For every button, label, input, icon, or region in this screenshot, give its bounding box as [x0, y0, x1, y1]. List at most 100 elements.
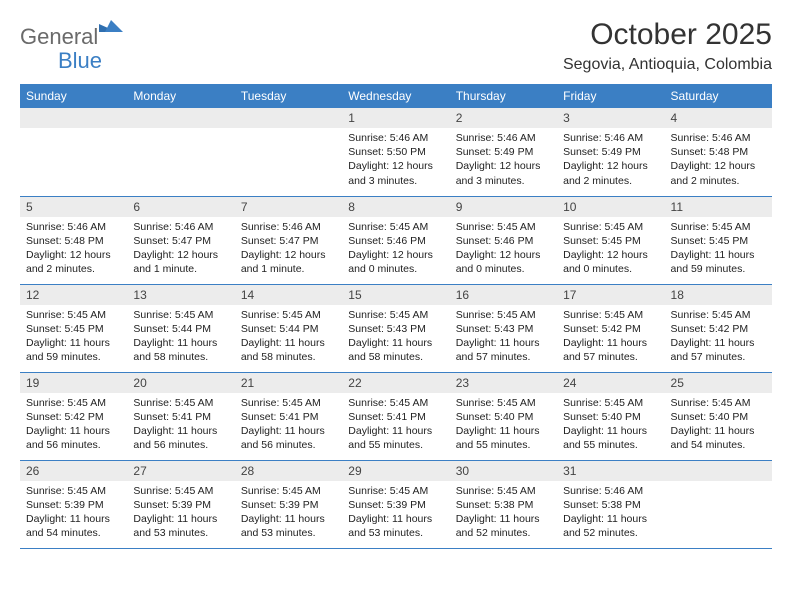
- calendar-body: 1Sunrise: 5:46 AMSunset: 5:50 PMDaylight…: [20, 108, 772, 548]
- day-number: 11: [665, 197, 772, 217]
- daylight-line: Daylight: 11 hours and 53 minutes.: [133, 512, 228, 540]
- daylight-line: Daylight: 11 hours and 55 minutes.: [456, 424, 551, 452]
- day-body: [665, 481, 772, 539]
- title-block: October 2025 Segovia, Antioquia, Colombi…: [563, 18, 772, 74]
- sunset-line: Sunset: 5:48 PM: [26, 234, 121, 248]
- day-body: Sunrise: 5:45 AMSunset: 5:41 PMDaylight:…: [342, 393, 449, 457]
- sunset-line: Sunset: 5:47 PM: [133, 234, 228, 248]
- day-number: 9: [450, 197, 557, 217]
- weekday-header: Monday: [127, 84, 234, 108]
- location-line: Segovia, Antioquia, Colombia: [563, 56, 772, 74]
- day-number: [20, 108, 127, 128]
- calendar-day-cell: 9Sunrise: 5:45 AMSunset: 5:46 PMDaylight…: [450, 196, 557, 284]
- calendar-day-cell: [665, 460, 772, 548]
- day-body: Sunrise: 5:45 AMSunset: 5:46 PMDaylight:…: [450, 217, 557, 281]
- sunset-line: Sunset: 5:50 PM: [348, 145, 443, 159]
- day-number: 22: [342, 373, 449, 393]
- sunrise-line: Sunrise: 5:45 AM: [456, 308, 551, 322]
- daylight-line: Daylight: 11 hours and 56 minutes.: [133, 424, 228, 452]
- sunrise-line: Sunrise: 5:46 AM: [348, 131, 443, 145]
- daylight-line: Daylight: 12 hours and 2 minutes.: [671, 159, 766, 187]
- day-number: [665, 461, 772, 481]
- sunset-line: Sunset: 5:40 PM: [456, 410, 551, 424]
- day-body: Sunrise: 5:45 AMSunset: 5:40 PMDaylight:…: [557, 393, 664, 457]
- day-number: 12: [20, 285, 127, 305]
- calendar-day-cell: [127, 108, 234, 196]
- calendar-day-cell: 29Sunrise: 5:45 AMSunset: 5:39 PMDayligh…: [342, 460, 449, 548]
- day-body: Sunrise: 5:45 AMSunset: 5:39 PMDaylight:…: [342, 481, 449, 545]
- sunset-line: Sunset: 5:42 PM: [563, 322, 658, 336]
- day-body: [20, 128, 127, 186]
- calendar-day-cell: 18Sunrise: 5:45 AMSunset: 5:42 PMDayligh…: [665, 284, 772, 372]
- sunrise-line: Sunrise: 5:45 AM: [563, 220, 658, 234]
- day-number: 3: [557, 108, 664, 128]
- sunset-line: Sunset: 5:40 PM: [671, 410, 766, 424]
- calendar-week-row: 19Sunrise: 5:45 AMSunset: 5:42 PMDayligh…: [20, 372, 772, 460]
- sunrise-line: Sunrise: 5:45 AM: [456, 396, 551, 410]
- day-body: Sunrise: 5:45 AMSunset: 5:39 PMDaylight:…: [235, 481, 342, 545]
- calendar-day-cell: [20, 108, 127, 196]
- sunrise-line: Sunrise: 5:45 AM: [26, 396, 121, 410]
- day-body: Sunrise: 5:45 AMSunset: 5:45 PMDaylight:…: [665, 217, 772, 281]
- daylight-line: Daylight: 12 hours and 3 minutes.: [456, 159, 551, 187]
- sunset-line: Sunset: 5:41 PM: [348, 410, 443, 424]
- day-number: 15: [342, 285, 449, 305]
- day-number: 18: [665, 285, 772, 305]
- sunset-line: Sunset: 5:44 PM: [133, 322, 228, 336]
- calendar-week-row: 1Sunrise: 5:46 AMSunset: 5:50 PMDaylight…: [20, 108, 772, 196]
- sunset-line: Sunset: 5:40 PM: [563, 410, 658, 424]
- calendar-page: GeneralBlue October 2025 Segovia, Antioq…: [0, 0, 792, 559]
- calendar-day-cell: 12Sunrise: 5:45 AMSunset: 5:45 PMDayligh…: [20, 284, 127, 372]
- day-number: 6: [127, 197, 234, 217]
- weekday-header: Saturday: [665, 84, 772, 108]
- day-body: Sunrise: 5:45 AMSunset: 5:45 PMDaylight:…: [20, 305, 127, 369]
- calendar-week-row: 12Sunrise: 5:45 AMSunset: 5:45 PMDayligh…: [20, 284, 772, 372]
- calendar-day-cell: 2Sunrise: 5:46 AMSunset: 5:49 PMDaylight…: [450, 108, 557, 196]
- day-body: Sunrise: 5:45 AMSunset: 5:40 PMDaylight:…: [450, 393, 557, 457]
- weekday-header: Sunday: [20, 84, 127, 108]
- sunset-line: Sunset: 5:45 PM: [26, 322, 121, 336]
- calendar-day-cell: 10Sunrise: 5:45 AMSunset: 5:45 PMDayligh…: [557, 196, 664, 284]
- day-body: Sunrise: 5:45 AMSunset: 5:41 PMDaylight:…: [127, 393, 234, 457]
- calendar-day-cell: 4Sunrise: 5:46 AMSunset: 5:48 PMDaylight…: [665, 108, 772, 196]
- day-number: 8: [342, 197, 449, 217]
- day-body: [235, 128, 342, 186]
- weekday-header: Thursday: [450, 84, 557, 108]
- day-number: 16: [450, 285, 557, 305]
- day-number: 21: [235, 373, 342, 393]
- sunrise-line: Sunrise: 5:45 AM: [26, 484, 121, 498]
- sunrise-line: Sunrise: 5:45 AM: [671, 396, 766, 410]
- calendar-day-cell: 22Sunrise: 5:45 AMSunset: 5:41 PMDayligh…: [342, 372, 449, 460]
- sunrise-line: Sunrise: 5:45 AM: [671, 220, 766, 234]
- sunset-line: Sunset: 5:43 PM: [456, 322, 551, 336]
- calendar-day-cell: 5Sunrise: 5:46 AMSunset: 5:48 PMDaylight…: [20, 196, 127, 284]
- sunset-line: Sunset: 5:39 PM: [26, 498, 121, 512]
- daylight-line: Daylight: 12 hours and 2 minutes.: [563, 159, 658, 187]
- daylight-line: Daylight: 11 hours and 54 minutes.: [26, 512, 121, 540]
- calendar-day-cell: [235, 108, 342, 196]
- daylight-line: Daylight: 11 hours and 53 minutes.: [241, 512, 336, 540]
- calendar-day-cell: 7Sunrise: 5:46 AMSunset: 5:47 PMDaylight…: [235, 196, 342, 284]
- sunrise-line: Sunrise: 5:45 AM: [348, 396, 443, 410]
- daylight-line: Daylight: 11 hours and 56 minutes.: [241, 424, 336, 452]
- day-body: Sunrise: 5:45 AMSunset: 5:39 PMDaylight:…: [127, 481, 234, 545]
- calendar-day-cell: 26Sunrise: 5:45 AMSunset: 5:39 PMDayligh…: [20, 460, 127, 548]
- day-body: Sunrise: 5:46 AMSunset: 5:47 PMDaylight:…: [235, 217, 342, 281]
- day-number: 29: [342, 461, 449, 481]
- sunset-line: Sunset: 5:49 PM: [563, 145, 658, 159]
- sunset-line: Sunset: 5:39 PM: [133, 498, 228, 512]
- sunrise-line: Sunrise: 5:45 AM: [348, 308, 443, 322]
- daylight-line: Daylight: 11 hours and 52 minutes.: [456, 512, 551, 540]
- daylight-line: Daylight: 12 hours and 0 minutes.: [348, 248, 443, 276]
- sunset-line: Sunset: 5:41 PM: [133, 410, 228, 424]
- daylight-line: Daylight: 12 hours and 0 minutes.: [456, 248, 551, 276]
- sunrise-line: Sunrise: 5:46 AM: [456, 131, 551, 145]
- day-body: Sunrise: 5:46 AMSunset: 5:50 PMDaylight:…: [342, 128, 449, 192]
- sunset-line: Sunset: 5:45 PM: [563, 234, 658, 248]
- weekday-row: SundayMondayTuesdayWednesdayThursdayFrid…: [20, 84, 772, 108]
- day-body: Sunrise: 5:45 AMSunset: 5:39 PMDaylight:…: [20, 481, 127, 545]
- day-body: Sunrise: 5:46 AMSunset: 5:38 PMDaylight:…: [557, 481, 664, 545]
- day-body: [127, 128, 234, 186]
- logo: GeneralBlue: [20, 18, 123, 74]
- calendar-day-cell: 28Sunrise: 5:45 AMSunset: 5:39 PMDayligh…: [235, 460, 342, 548]
